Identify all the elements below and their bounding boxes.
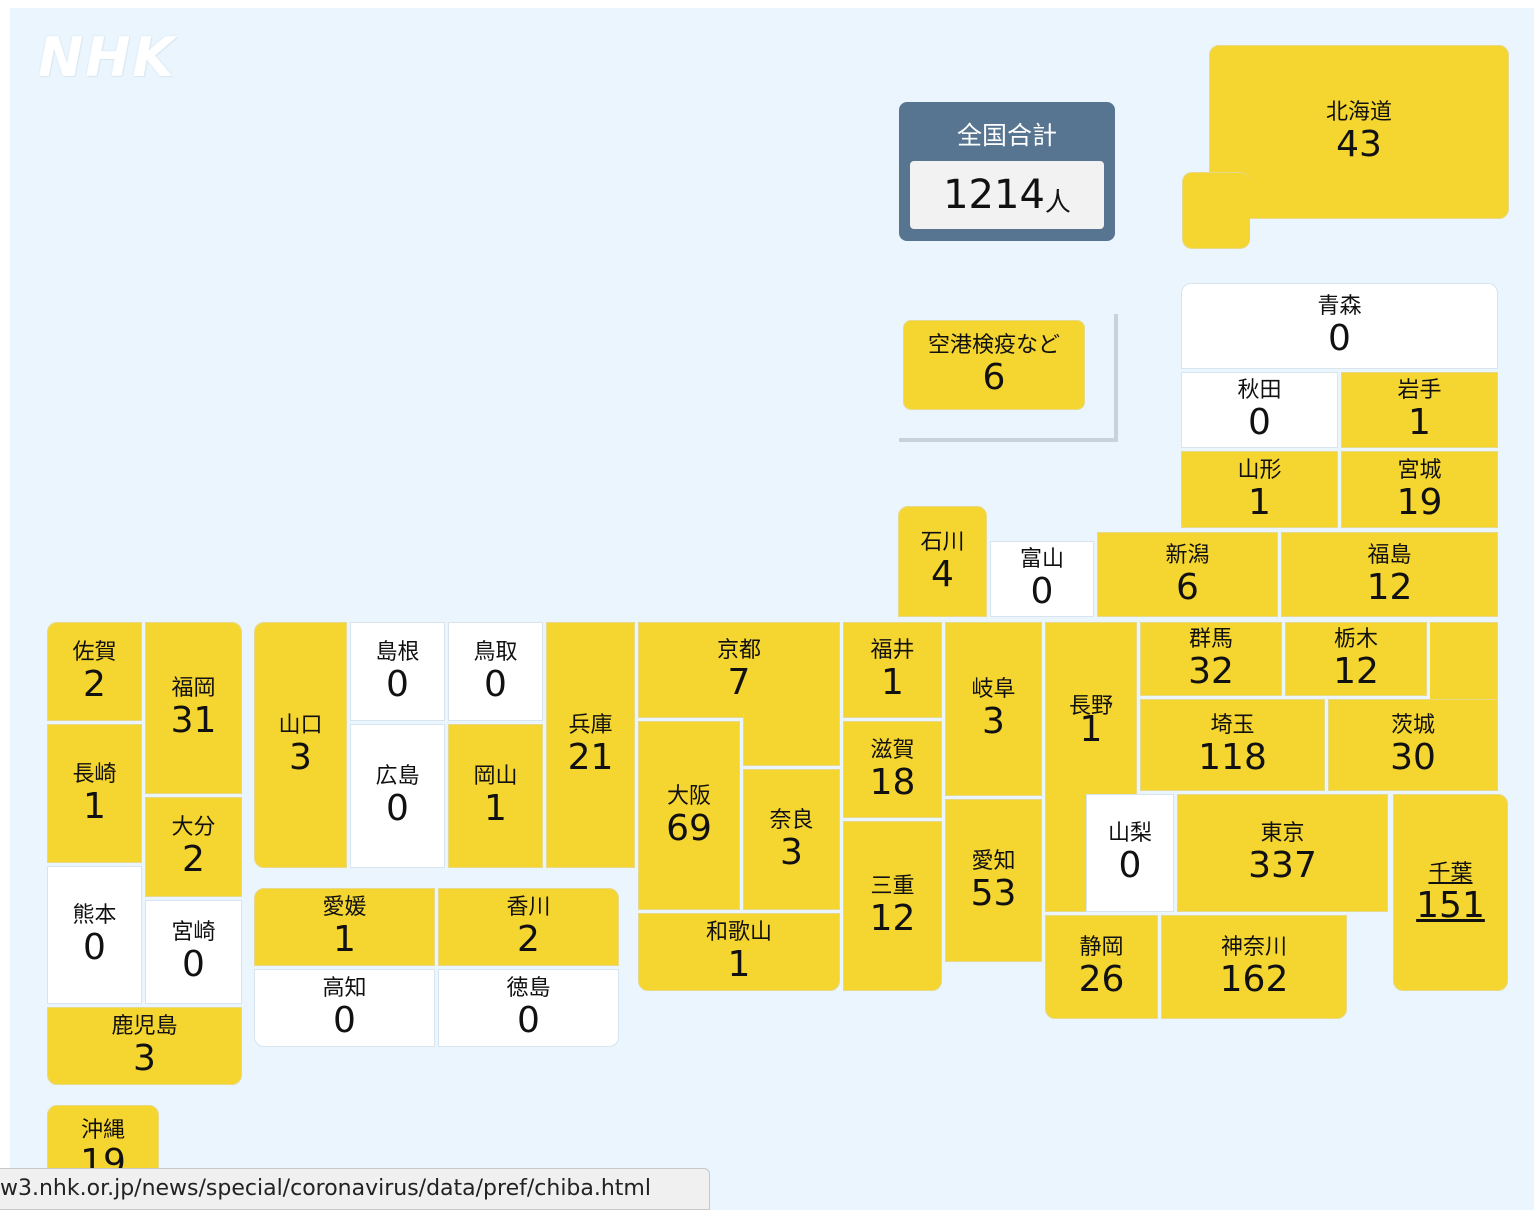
pref-gunma[interactable]: 群馬 32: [1140, 622, 1282, 696]
pref-fukuoka[interactable]: 福岡 31: [145, 622, 242, 794]
pref-nara[interactable]: 奈良 3: [743, 769, 840, 910]
national-total-box: 1214 人: [910, 161, 1104, 229]
pref-yamanashi[interactable]: 山梨 0: [1086, 794, 1174, 912]
pref-hyogo[interactable]: 兵庫 21: [546, 622, 635, 868]
japan-map: NHK 全国合計 1214 人 空港検疫など 6 北海道 43 青森 0 秋田 …: [10, 8, 1534, 1210]
pref-toyama[interactable]: 富山 0: [990, 541, 1094, 617]
pref-fukui[interactable]: 福井 1: [843, 622, 942, 718]
pref-ishikawa[interactable]: 石川 4: [898, 506, 987, 617]
pref-akita[interactable]: 秋田 0: [1181, 372, 1338, 448]
pref-aichi[interactable]: 愛知 53: [945, 799, 1042, 962]
pref-tottori[interactable]: 鳥取 0: [448, 622, 543, 721]
pref-miyagi[interactable]: 宮城 19: [1341, 451, 1498, 528]
pref-ibaraki[interactable]: 茨城 30: [1328, 699, 1498, 791]
pref-tochigi[interactable]: 栃木 12: [1285, 622, 1427, 696]
nhk-logo: NHK: [38, 26, 177, 89]
national-total-value: 1214: [943, 172, 1045, 218]
pref-kanagawa[interactable]: 神奈川 162: [1161, 915, 1347, 1019]
pref-yamagata[interactable]: 山形 1: [1181, 451, 1338, 528]
pref-hiroshima[interactable]: 広島 0: [350, 724, 445, 868]
pref-okayama[interactable]: 岡山 1: [448, 724, 543, 868]
pref-kochi[interactable]: 高知 0: [254, 969, 435, 1047]
pref-kumamoto[interactable]: 熊本 0: [47, 866, 142, 1004]
pref-aomori[interactable]: 青森 0: [1181, 283, 1498, 369]
pref-mie[interactable]: 三重 12: [843, 821, 942, 991]
pref-ehime[interactable]: 愛媛 1: [254, 888, 435, 966]
pref-gifu[interactable]: 岐阜 3: [945, 622, 1042, 796]
pref-ibaraki-north[interactable]: [1430, 622, 1498, 702]
pref-shizuoka[interactable]: 静岡 26: [1045, 915, 1158, 1019]
status-url: w3.nhk.or.jp/news/special/coronavirus/da…: [0, 1176, 651, 1201]
browser-status-bar: w3.nhk.or.jp/news/special/coronavirus/da…: [0, 1168, 710, 1210]
pref-kyoto[interactable]: 京都 7: [638, 622, 840, 718]
pref-nagasaki[interactable]: 長崎 1: [47, 724, 142, 863]
pref-oita[interactable]: 大分 2: [145, 797, 242, 897]
pref-kyoto-south[interactable]: [743, 714, 840, 766]
pref-airport-quarantine[interactable]: 空港検疫など 6: [903, 320, 1085, 410]
airport-frame: [899, 314, 1118, 442]
pref-iwate[interactable]: 岩手 1: [1341, 372, 1498, 448]
pref-saitama[interactable]: 埼玉 118: [1140, 699, 1325, 791]
national-total-panel: 全国合計 1214 人: [899, 102, 1115, 241]
pref-kagawa[interactable]: 香川 2: [438, 888, 619, 966]
pref-fukushima[interactable]: 福島 12: [1281, 532, 1498, 617]
national-total-label: 全国合計: [956, 121, 1057, 150]
pref-tokyo[interactable]: 東京 337: [1177, 794, 1388, 912]
pref-wakayama[interactable]: 和歌山 1: [638, 913, 840, 991]
pref-yamaguchi[interactable]: 山口 3: [254, 622, 347, 868]
pref-shiga[interactable]: 滋賀 18: [843, 721, 942, 818]
pref-osaka[interactable]: 大阪 69: [638, 721, 740, 910]
pref-saga[interactable]: 佐賀 2: [47, 622, 142, 721]
pref-kagoshima[interactable]: 鹿児島 3: [47, 1007, 242, 1085]
national-total-unit: 人: [1044, 187, 1071, 218]
pref-miyazaki[interactable]: 宮崎 0: [145, 900, 242, 1004]
pref-shimane[interactable]: 島根 0: [350, 622, 445, 721]
pref-tokushima[interactable]: 徳島 0: [438, 969, 619, 1047]
pref-hokkaido-tail[interactable]: [1182, 172, 1250, 249]
pref-niigata[interactable]: 新潟 6: [1097, 532, 1278, 617]
pref-chiba[interactable]: 千葉 151: [1393, 794, 1508, 991]
pref-hokkaido[interactable]: 北海道 43: [1209, 45, 1509, 219]
